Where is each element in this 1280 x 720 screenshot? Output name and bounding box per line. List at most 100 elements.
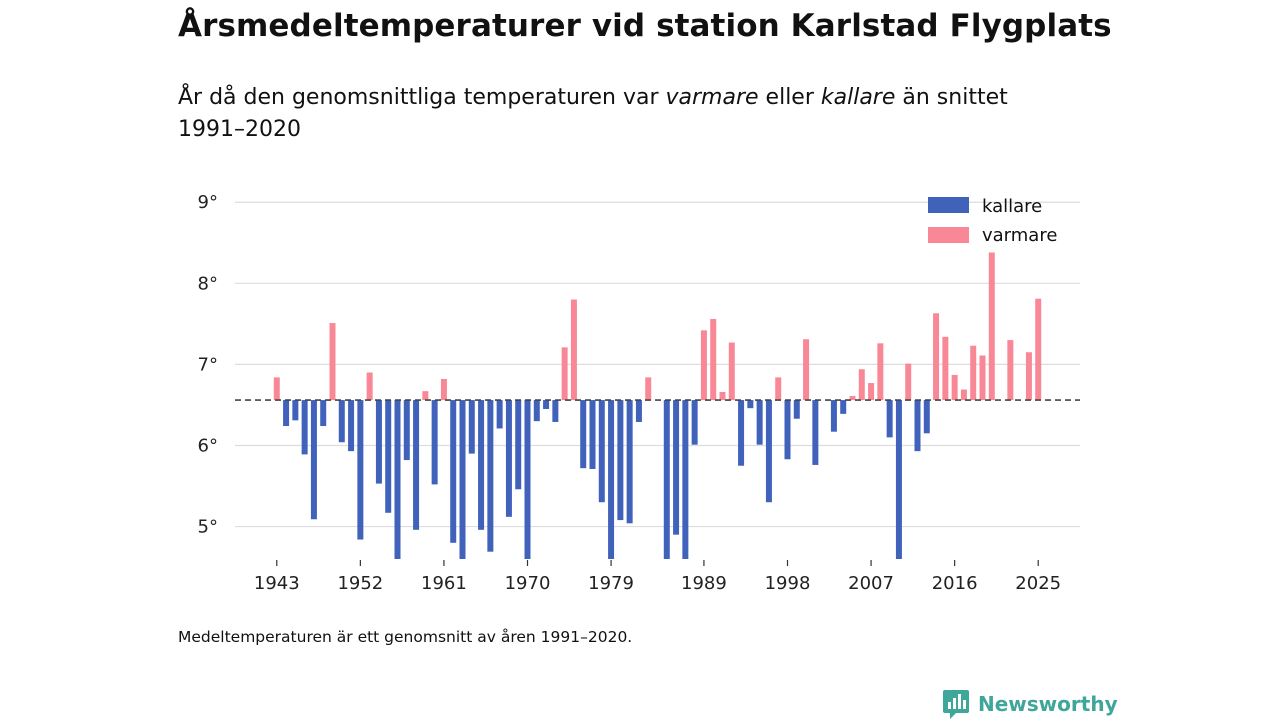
- bar-1993: [738, 400, 745, 466]
- bar-2008: [877, 343, 884, 401]
- bar-2025: [1035, 298, 1042, 401]
- bar-1997: [775, 377, 782, 401]
- subtitle-text-2: eller: [758, 85, 821, 110]
- bar-2006: [858, 369, 865, 401]
- bar-1972: [543, 400, 550, 409]
- bar-1980: [617, 400, 624, 521]
- bar-1948: [320, 400, 327, 427]
- bar-1963: [459, 400, 466, 559]
- chart-subtitle: År då den genomsnittliga temperaturen va…: [178, 82, 1058, 146]
- bar-1983: [645, 377, 652, 401]
- bar-1949: [329, 323, 336, 401]
- bar-1986: [673, 400, 680, 535]
- bar-2007: [868, 383, 875, 401]
- bar-1957: [403, 400, 410, 461]
- bar-1974: [561, 347, 568, 401]
- x-tick-label: 1943: [254, 573, 300, 594]
- bar-2003: [830, 400, 837, 432]
- bar-2009: [886, 400, 893, 438]
- bar-1977: [589, 400, 596, 469]
- bar-1953: [366, 372, 373, 401]
- x-tick-label: 1989: [681, 573, 727, 594]
- x-tick-label: 1952: [337, 573, 383, 594]
- bar-1969: [515, 400, 522, 490]
- bar-1973: [552, 400, 559, 422]
- bars: [273, 252, 1042, 559]
- bar-1947: [310, 400, 317, 520]
- y-tick-label: 5°: [198, 517, 218, 538]
- bar-2020: [988, 252, 995, 401]
- bar-1996: [765, 400, 772, 503]
- bar-1966: [487, 400, 494, 552]
- bar-2010: [895, 400, 902, 559]
- bar-1970: [524, 400, 531, 559]
- newsworthy-logo: Newsworthy: [942, 688, 1118, 720]
- legend: kallare varmare: [928, 196, 1057, 246]
- bar-2016: [951, 374, 958, 401]
- y-axis: 5° 6° 7° 8° 9°: [198, 192, 218, 537]
- subtitle-text-1: År då den genomsnittliga temperaturen va…: [178, 85, 666, 110]
- y-tick-label: 7°: [198, 354, 218, 375]
- bar-2005: [849, 396, 856, 401]
- bar-1952: [357, 400, 364, 540]
- legend-label-warmer: varmare: [982, 225, 1057, 246]
- legend-label-colder: kallare: [982, 196, 1042, 217]
- bar-1992: [728, 342, 735, 401]
- bar-2014: [933, 313, 940, 401]
- subtitle-text-3: än snittet 1991–2020: [178, 85, 1008, 142]
- newsworthy-bar-chart-icon: [943, 690, 969, 719]
- bar-1988: [691, 400, 698, 445]
- bar-1985: [663, 400, 670, 559]
- bar-2019: [979, 355, 986, 401]
- x-tick-label: 2025: [1015, 573, 1061, 594]
- subtitle-warmer-word: varmare: [665, 85, 759, 110]
- bar-2004: [840, 400, 847, 414]
- bar-1978: [598, 400, 605, 503]
- legend-swatch-colder: [928, 197, 969, 213]
- bar-1944: [283, 400, 290, 427]
- bar-2018: [970, 345, 977, 401]
- x-tick-label: 1961: [421, 573, 467, 594]
- bar-1994: [747, 400, 754, 409]
- x-tick-label: 1979: [588, 573, 634, 594]
- x-tick-label: 1970: [505, 573, 551, 594]
- subtitle-colder-word: kallare: [820, 85, 896, 110]
- x-axis: 1943 1952 1961 1970 1979 1989 1998 2007 2016 2025: [254, 560, 1061, 594]
- bar-1998: [784, 400, 791, 460]
- y-tick-label: 8°: [198, 273, 218, 294]
- temperature-bar-chart: 5° 6° 7° 8° 9° 1943 1952 1961 1970 1979 1989 1998 2…: [198, 192, 1080, 594]
- bar-2015: [942, 336, 949, 401]
- bar-1955: [385, 400, 392, 513]
- bar-1943: [273, 377, 280, 401]
- x-tick-label: 2007: [848, 573, 894, 594]
- bar-1971: [533, 400, 540, 422]
- bar-1964: [468, 400, 475, 454]
- bar-1951: [348, 400, 355, 452]
- legend-swatch-warmer: [928, 227, 969, 243]
- bar-1976: [580, 400, 587, 469]
- bar-1987: [682, 400, 689, 559]
- bar-1950: [338, 400, 345, 443]
- bar-1989: [700, 330, 707, 401]
- bar-2011: [905, 363, 912, 401]
- bar-1961: [440, 378, 447, 401]
- bar-1995: [756, 400, 763, 445]
- bar-1956: [394, 400, 401, 559]
- chart-title: Årsmedeltemperaturer vid station Karlsta…: [178, 8, 1112, 44]
- y-tick-label: 6°: [198, 435, 218, 456]
- bar-1968: [505, 400, 512, 517]
- footnote: Medeltemperaturen är ett genomsnitt av å…: [178, 628, 633, 646]
- bar-1979: [608, 400, 615, 559]
- bar-1954: [375, 400, 382, 484]
- bar-1946: [301, 400, 308, 455]
- bar-1999: [793, 400, 800, 419]
- bar-1962: [450, 400, 457, 543]
- brand-name: Newsworthy: [978, 692, 1118, 716]
- bar-1958: [413, 400, 420, 530]
- y-tick-label: 9°: [198, 192, 218, 213]
- bar-1967: [496, 400, 503, 429]
- bar-1960: [431, 400, 438, 485]
- bar-1982: [635, 400, 642, 422]
- x-tick-label: 2016: [932, 573, 978, 594]
- bar-1975: [570, 299, 577, 401]
